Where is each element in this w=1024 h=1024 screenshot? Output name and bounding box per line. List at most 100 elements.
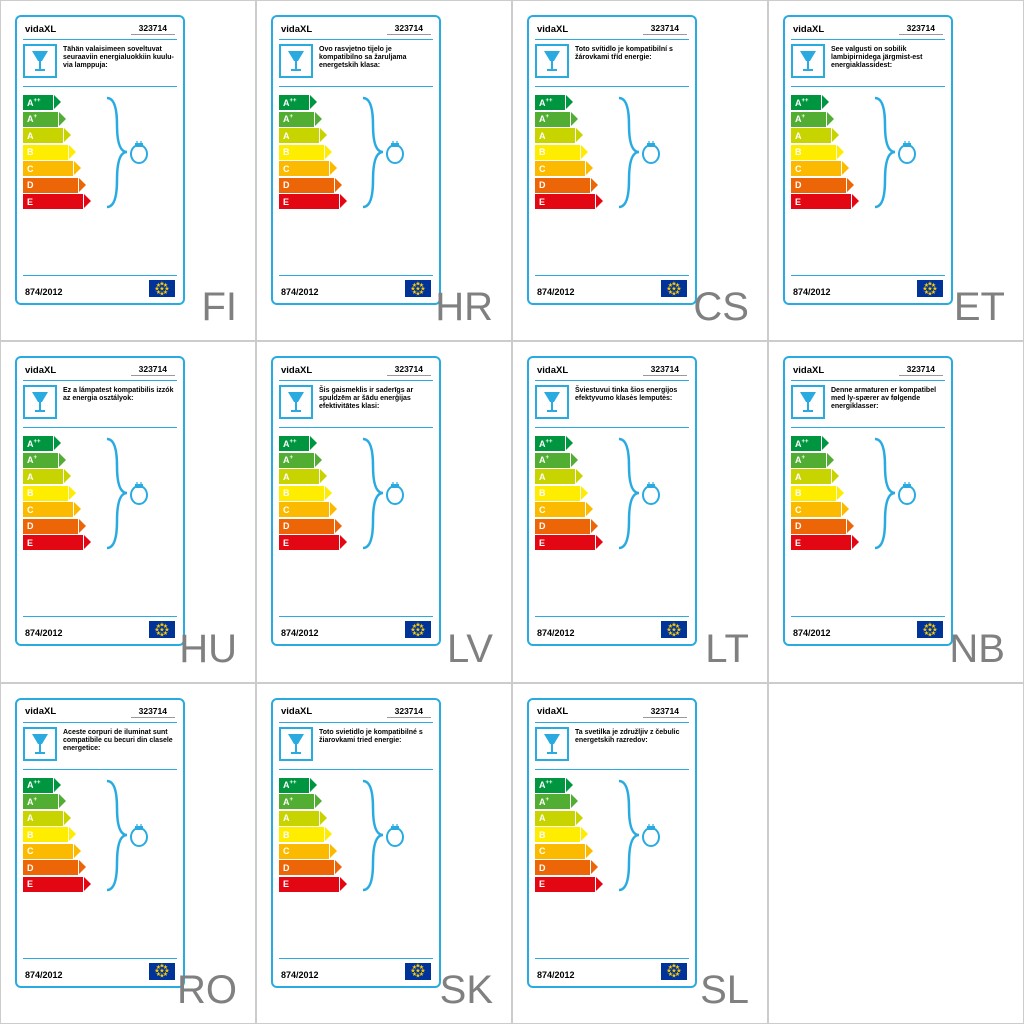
energy-class-arrow: A++ xyxy=(279,95,309,110)
eu-flag-icon xyxy=(405,621,431,638)
energy-label: vidaXL 323714 Šviestuvui tinka šios ener… xyxy=(527,356,697,646)
energy-class-arrow: B xyxy=(23,486,68,501)
label-grid: vidaXL 323714 Tähän valaisimeen soveltuv… xyxy=(0,0,1024,1024)
energy-class-arrow: B xyxy=(279,827,324,842)
energy-class-arrow: D xyxy=(23,519,78,534)
energy-class-arrow: A++ xyxy=(791,436,821,451)
lamp-icon xyxy=(279,44,313,78)
energy-class-scale: A++A+ABCDE xyxy=(791,436,851,551)
energy-class-arrow: A+ xyxy=(279,112,314,127)
energy-class-arrow: C xyxy=(535,844,585,859)
bracket-icon xyxy=(617,778,667,893)
lamp-icon xyxy=(535,385,569,419)
description-text: Tähän valaisimeen soveltuvat seuraaviin … xyxy=(63,44,177,78)
model-number: 323714 xyxy=(131,23,175,35)
energy-class-arrow: C xyxy=(279,502,329,517)
lamp-icon xyxy=(535,727,569,761)
grid-cell: vidaXL 323714 Ta svetilka je združljiv z… xyxy=(512,683,768,1024)
lamp-icon xyxy=(23,727,57,761)
energy-class-arrow: B xyxy=(23,145,68,160)
eu-flag-icon xyxy=(405,963,431,980)
grid-cell: vidaXL 323714 See valgusti on sobilik la… xyxy=(768,0,1024,341)
brand-text: vidaXL xyxy=(281,24,312,35)
energy-class-arrow: A xyxy=(791,469,831,484)
energy-class-arrow: A xyxy=(279,128,319,143)
energy-class-arrow: D xyxy=(535,178,590,193)
lamp-icon xyxy=(23,44,57,78)
brand-text: vidaXL xyxy=(537,365,568,376)
energy-class-arrow: A xyxy=(23,128,63,143)
energy-class-arrow: E xyxy=(23,535,83,550)
energy-class-arrow: C xyxy=(23,161,73,176)
energy-class-arrow: C xyxy=(279,844,329,859)
language-code: LT xyxy=(705,627,749,672)
energy-class-arrow: D xyxy=(23,860,78,875)
brand-text: vidaXL xyxy=(793,365,824,376)
language-code: ET xyxy=(954,285,1005,330)
bracket-icon xyxy=(361,95,411,210)
lamp-icon xyxy=(279,727,313,761)
lamp-icon xyxy=(23,385,57,419)
energy-class-arrow: A++ xyxy=(535,436,565,451)
description-text: Ta svetilka je združljiv z čebulic energ… xyxy=(575,727,689,761)
energy-class-scale: A++A+ABCDE xyxy=(279,436,339,551)
energy-class-arrow: E xyxy=(535,194,595,209)
energy-class-arrow: D xyxy=(279,519,334,534)
energy-class-scale: A++A+ABCDE xyxy=(279,778,339,893)
regulation-text: 874/2012 xyxy=(281,287,319,297)
bracket-icon xyxy=(873,436,923,551)
energy-class-arrow: A+ xyxy=(23,453,58,468)
energy-class-arrow: D xyxy=(791,519,846,534)
energy-class-arrow: A+ xyxy=(535,112,570,127)
grid-cell: vidaXL 323714 Ez a lámpatest kompatibili… xyxy=(0,341,256,682)
grid-cell: vidaXL 323714 Tähän valaisimeen soveltuv… xyxy=(0,0,256,341)
energy-class-arrow: D xyxy=(535,860,590,875)
lamp-icon xyxy=(279,385,313,419)
bracket-icon xyxy=(105,436,155,551)
energy-class-arrow: D xyxy=(279,178,334,193)
energy-class-arrow: D xyxy=(791,178,846,193)
energy-class-arrow: C xyxy=(23,502,73,517)
brand-text: vidaXL xyxy=(537,24,568,35)
energy-class-scale: A++A+ABCDE xyxy=(791,95,851,210)
eu-flag-icon xyxy=(917,280,943,297)
energy-class-arrow: A+ xyxy=(23,794,58,809)
model-number: 323714 xyxy=(643,364,687,376)
energy-class-arrow: A++ xyxy=(791,95,821,110)
language-code: FI xyxy=(201,285,237,330)
brand-text: vidaXL xyxy=(537,706,568,717)
model-number: 323714 xyxy=(387,364,431,376)
regulation-text: 874/2012 xyxy=(793,287,831,297)
language-code: SK xyxy=(440,968,493,1013)
brand-text: vidaXL xyxy=(281,706,312,717)
lamp-icon xyxy=(535,44,569,78)
energy-class-arrow: C xyxy=(791,161,841,176)
regulation-text: 874/2012 xyxy=(25,970,63,980)
bracket-icon xyxy=(105,95,155,210)
lamp-icon xyxy=(791,385,825,419)
energy-class-arrow: B xyxy=(791,486,836,501)
energy-label: vidaXL 323714 Ta svetilka je združljiv z… xyxy=(527,698,697,988)
model-number: 323714 xyxy=(899,23,943,35)
regulation-text: 874/2012 xyxy=(793,628,831,638)
energy-class-arrow: C xyxy=(535,502,585,517)
eu-flag-icon xyxy=(917,621,943,638)
brand-text: vidaXL xyxy=(281,365,312,376)
grid-cell: vidaXL 323714 Toto svítidlo je kompatibi… xyxy=(512,0,768,341)
energy-class-arrow: E xyxy=(791,535,851,550)
energy-class-arrow: A++ xyxy=(23,95,53,110)
energy-label: vidaXL 323714 Aceste corpuri de iluminat… xyxy=(15,698,185,988)
energy-class-arrow: D xyxy=(279,860,334,875)
description-text: Šviestuvui tinka šios energijos efektyvu… xyxy=(575,385,689,419)
regulation-text: 874/2012 xyxy=(25,287,63,297)
lamp-icon xyxy=(791,44,825,78)
energy-label: vidaXL 323714 Tähän valaisimeen soveltuv… xyxy=(15,15,185,305)
regulation-text: 874/2012 xyxy=(25,628,63,638)
language-code: SL xyxy=(700,968,749,1013)
grid-cell: vidaXL 323714 Denne armaturen er kompati… xyxy=(768,341,1024,682)
energy-class-scale: A++A+ABCDE xyxy=(279,95,339,210)
energy-class-scale: A++A+ABCDE xyxy=(23,778,83,893)
energy-class-arrow: A xyxy=(535,128,575,143)
energy-class-arrow: A+ xyxy=(791,453,826,468)
energy-class-arrow: A++ xyxy=(23,436,53,451)
